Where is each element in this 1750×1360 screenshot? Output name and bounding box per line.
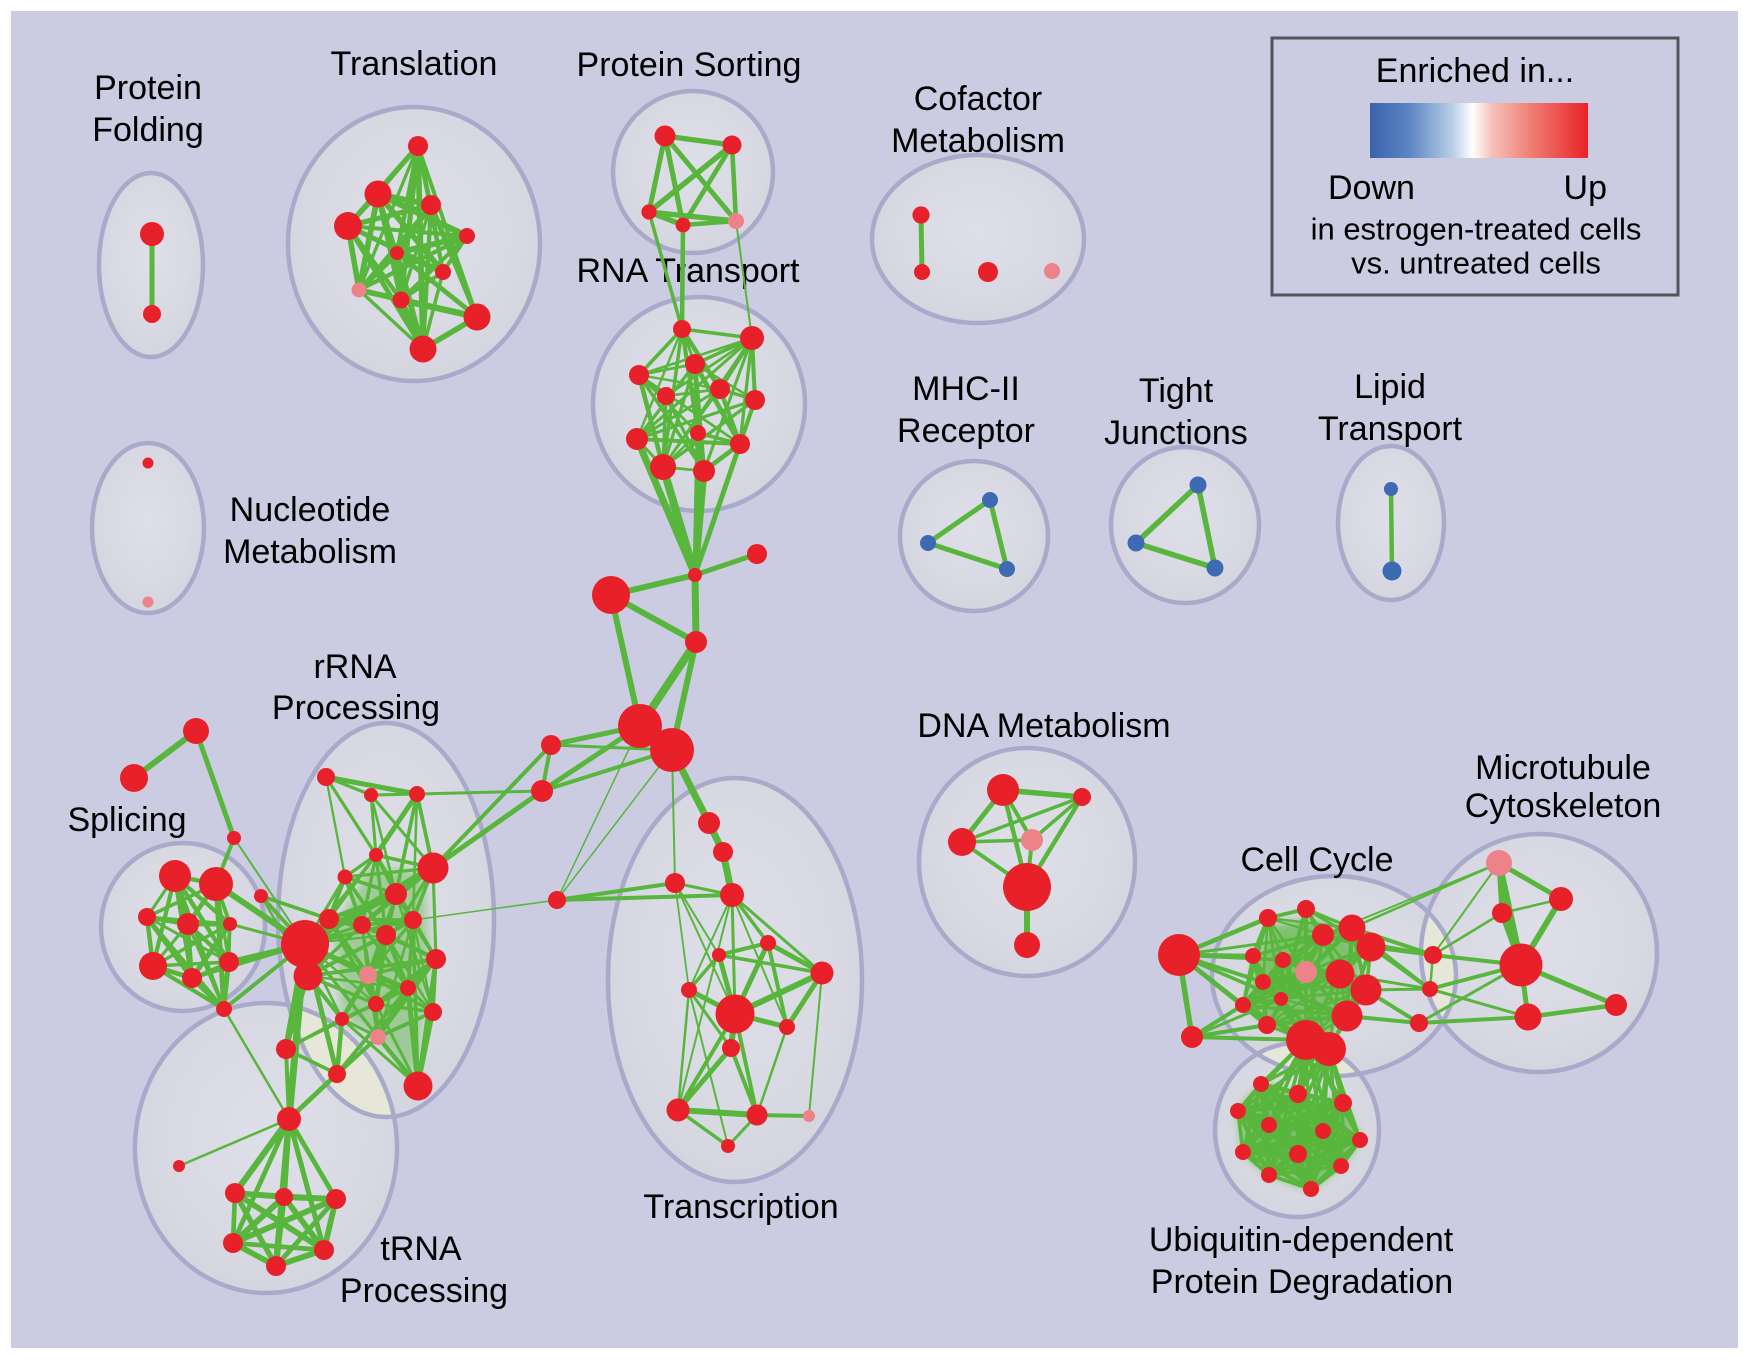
svg-text:Transcription: Transcription (643, 1188, 838, 1226)
svg-text:Translation: Translation (331, 45, 498, 83)
svg-text:Metabolism: Metabolism (223, 533, 397, 571)
svg-text:Folding: Folding (92, 111, 204, 149)
svg-text:Lipid: Lipid (1354, 368, 1426, 406)
svg-text:Metabolism: Metabolism (891, 122, 1065, 160)
svg-text:vs. untreated cells: vs. untreated cells (1351, 246, 1601, 281)
svg-text:Protein Degradation: Protein Degradation (1151, 1263, 1453, 1301)
svg-text:Protein: Protein (94, 69, 202, 107)
svg-text:Nucleotide: Nucleotide (230, 491, 391, 529)
svg-text:Microtubule: Microtubule (1475, 749, 1651, 787)
svg-text:in estrogen-treated cells: in estrogen-treated cells (1311, 212, 1642, 247)
svg-text:Cofactor: Cofactor (914, 80, 1043, 118)
svg-text:Tight: Tight (1139, 372, 1214, 410)
svg-text:MHC-II: MHC-II (912, 370, 1020, 408)
svg-text:DNA Metabolism: DNA Metabolism (917, 707, 1170, 745)
svg-text:Cytoskeleton: Cytoskeleton (1465, 787, 1662, 825)
svg-text:Up: Up (1564, 169, 1607, 207)
svg-text:RNA Transport: RNA Transport (577, 252, 801, 290)
svg-text:Processing: Processing (272, 689, 440, 727)
svg-text:Receptor: Receptor (897, 412, 1035, 450)
svg-text:rRNA: rRNA (313, 648, 396, 686)
svg-text:Cell Cycle: Cell Cycle (1240, 841, 1393, 879)
svg-text:tRNA: tRNA (380, 1230, 462, 1268)
svg-text:Processing: Processing (340, 1272, 508, 1310)
svg-text:Enriched in...: Enriched in... (1376, 52, 1574, 90)
svg-text:Protein Sorting: Protein Sorting (577, 46, 802, 84)
svg-text:Splicing: Splicing (67, 801, 186, 839)
svg-text:Down: Down (1328, 169, 1415, 207)
svg-text:Transport: Transport (1318, 410, 1463, 448)
svg-text:Ubiquitin-dependent: Ubiquitin-dependent (1149, 1221, 1454, 1259)
svg-text:Junctions: Junctions (1104, 414, 1248, 452)
